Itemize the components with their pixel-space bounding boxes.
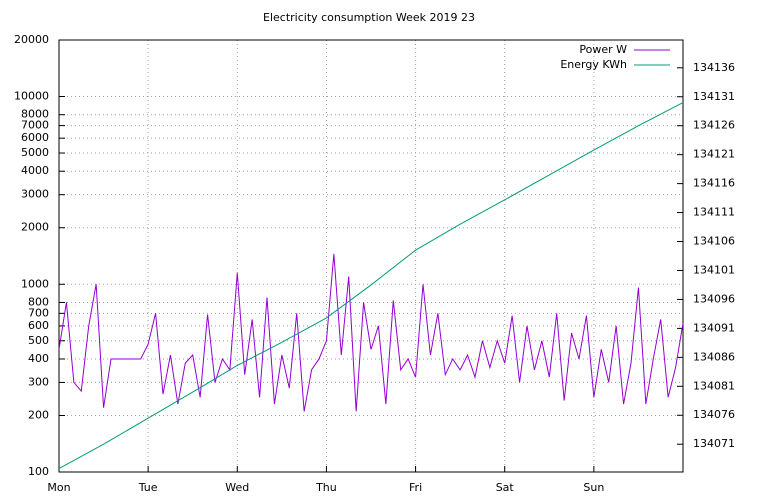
y2-tick-label: 134076 — [693, 408, 735, 421]
x-tick-label: Wed — [225, 481, 249, 494]
y-tick-label: 500 — [28, 334, 49, 347]
x-tick-label: Sun — [583, 481, 604, 494]
y-tick-label: 6000 — [21, 131, 49, 144]
y-tick-label: 20000 — [14, 33, 49, 46]
x-tick-label: Tue — [138, 481, 158, 494]
y2-tick-label: 134071 — [693, 437, 735, 450]
y2-tick-label: 134096 — [693, 292, 735, 305]
y-tick-label: 300 — [28, 375, 49, 388]
series-line — [58, 102, 684, 469]
y2-tick-label: 134111 — [693, 206, 735, 219]
y-tick-label: 4000 — [21, 164, 49, 177]
y2-tick-label: 134126 — [693, 119, 735, 132]
y-tick-label: 600 — [28, 319, 49, 332]
y-tick-label: 10000 — [14, 90, 49, 103]
y-tick-label: 5000 — [21, 146, 49, 159]
y-tick-label: 200 — [28, 408, 49, 421]
y2-tick-label: 134091 — [693, 321, 735, 334]
y-tick-label: 800 — [28, 295, 49, 308]
y-tick-label: 8000 — [21, 108, 49, 121]
y2-tick-label: 134121 — [693, 148, 735, 161]
legend-label: Power W — [579, 43, 627, 56]
plot-frame — [58, 39, 684, 473]
x-tick-label: Thu — [315, 481, 337, 494]
chart-title: Electricity consumption Week 2019 23 — [263, 11, 475, 24]
y2-tick-label: 134131 — [693, 90, 735, 103]
legend-label: Energy KWh — [560, 58, 627, 71]
y-tick-label: 3000 — [21, 188, 49, 201]
y2-tick-label: 134101 — [693, 263, 735, 276]
y2-tick-label: 134136 — [693, 61, 735, 74]
y-tick-label: 2000 — [21, 221, 49, 234]
y-tick-label: 700 — [28, 306, 49, 319]
y2-tick-label: 134106 — [693, 235, 735, 248]
x-tick-label: Mon — [47, 481, 70, 494]
y-tick-label: 7000 — [21, 119, 49, 132]
y2-tick-label: 134086 — [693, 350, 735, 363]
x-tick-label: Sat — [496, 481, 515, 494]
x-tick-label: Fri — [409, 481, 422, 494]
y2-tick-label: 134081 — [693, 379, 735, 392]
series-line — [58, 253, 684, 412]
y-tick-label: 400 — [28, 352, 49, 365]
y2-tick-label: 134116 — [693, 177, 735, 190]
y-tick-label: 1000 — [21, 277, 49, 290]
y-tick-label: 100 — [28, 465, 49, 478]
